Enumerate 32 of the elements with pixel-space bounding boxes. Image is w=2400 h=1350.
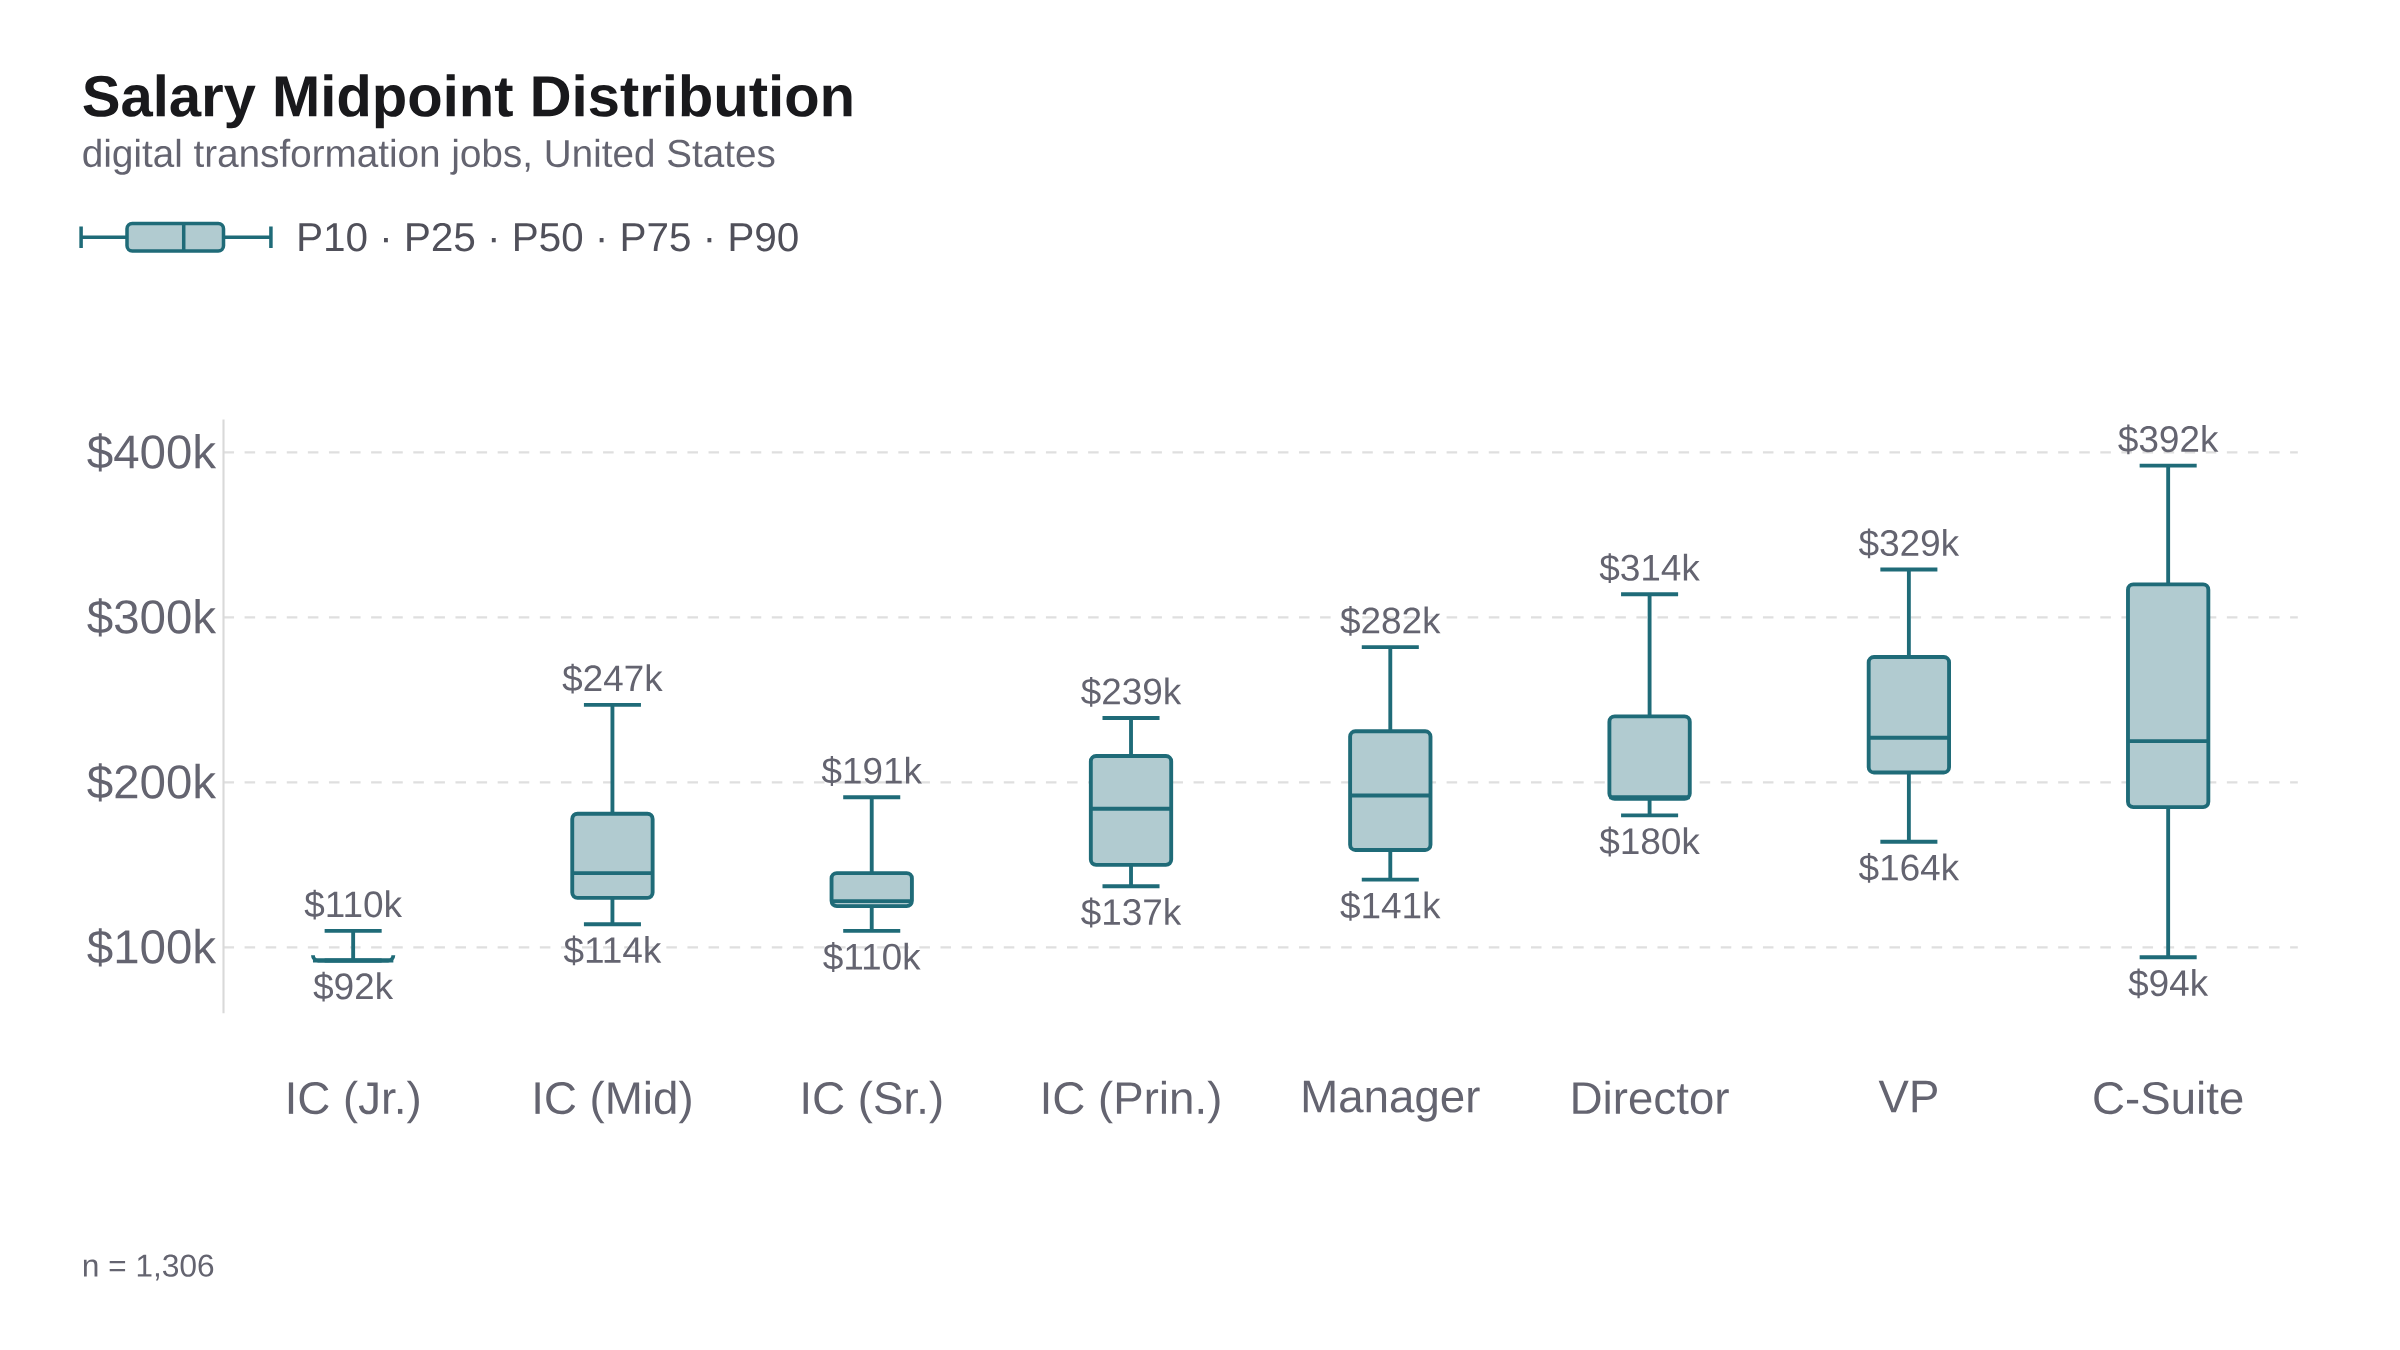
x-tick-label: Director	[1573, 1080, 1729, 1115]
y-tick-label: $200k	[87, 763, 217, 802]
annotation: $114k	[563, 935, 662, 966]
annotation: $164k	[1858, 853, 1960, 883]
annotation: $282k	[1340, 605, 1441, 636]
y-tick-label: $300k	[87, 598, 217, 637]
annotation: $141k	[1340, 890, 1441, 921]
x-tick-label: IC (Sr.)	[803, 1080, 942, 1124]
annotation: $92k	[313, 971, 394, 1002]
x-tick-label: IC (Mid)	[535, 1080, 691, 1124]
annotation: $180k	[1599, 826, 1700, 857]
annotation: $392k	[2118, 424, 2219, 455]
annotation: $329k	[1858, 528, 1960, 559]
annotation: $239k	[1081, 676, 1182, 707]
annotation: $191k	[821, 756, 922, 786]
legend-label: P10 · P25 · P50 · P75 · P90	[299, 222, 798, 252]
chart-subtitle: digital transformation jobs, United States	[83, 138, 775, 175]
annotation: $137k	[1081, 897, 1182, 928]
x-tick-label: C-Suite	[2094, 1080, 2243, 1115]
chart-title: Salary Midpoint Distribution	[83, 74, 852, 129]
text: n = 1,306	[83, 1254, 214, 1281]
annotation: $94k	[2128, 968, 2209, 999]
annotation: $247k	[562, 663, 663, 694]
x-tick-label: VP	[1878, 1080, 1937, 1113]
annotation: $110k	[823, 942, 921, 972]
annotation: $110k	[304, 889, 403, 920]
y-tick-label: $100k	[87, 928, 217, 967]
x-tick-label: IC (Prin.)	[1043, 1080, 1220, 1124]
annotation: $314k	[1599, 553, 1700, 584]
x-tick-label: Manager	[1303, 1080, 1480, 1122]
x-tick-label: IC (Jr.)	[288, 1080, 419, 1124]
y-tick-label: $400k	[87, 433, 217, 472]
